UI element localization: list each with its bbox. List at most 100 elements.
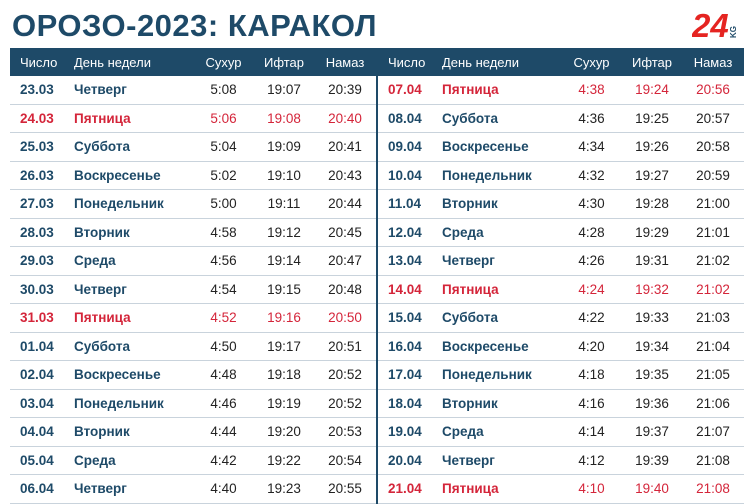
table-row: 12.04 Среда 4:28 19:29 21:01 bbox=[378, 218, 744, 247]
header-day: День недели bbox=[74, 48, 193, 76]
cell-iftar: 19:08 bbox=[254, 104, 314, 133]
cell-day: Суббота bbox=[442, 104, 561, 133]
cell-namaz: 20:50 bbox=[314, 303, 376, 333]
cell-day: Воскресенье bbox=[442, 132, 561, 162]
cell-namaz: 20:54 bbox=[314, 446, 376, 475]
cell-suhur: 4:18 bbox=[561, 360, 622, 390]
table-row: 25.03 Суббота 5:04 19:09 20:41 bbox=[10, 132, 376, 162]
table-row: 02.04 Воскресенье 4:48 19:18 20:52 bbox=[10, 360, 376, 390]
cell-day: Воскресенье bbox=[74, 360, 193, 390]
cell-suhur: 5:04 bbox=[193, 132, 254, 162]
cell-day: Суббота bbox=[74, 332, 193, 361]
cell-namaz: 20:41 bbox=[314, 132, 376, 162]
cell-suhur: 4:40 bbox=[193, 474, 254, 504]
cell-day: Суббота bbox=[74, 132, 193, 162]
cell-iftar: 19:25 bbox=[622, 104, 682, 133]
cell-date: 07.04 bbox=[378, 76, 442, 105]
cell-date: 14.04 bbox=[378, 275, 442, 304]
cell-suhur: 4:36 bbox=[561, 104, 622, 133]
table-row: 05.04 Среда 4:42 19:22 20:54 bbox=[10, 446, 376, 475]
cell-day: Четверг bbox=[74, 275, 193, 304]
cell-iftar: 19:36 bbox=[622, 389, 682, 418]
cell-date: 02.04 bbox=[10, 360, 74, 390]
cell-suhur: 4:16 bbox=[561, 389, 622, 418]
cell-day: Среда bbox=[442, 218, 561, 247]
cell-iftar: 19:18 bbox=[254, 360, 314, 390]
cell-date: 30.03 bbox=[10, 275, 74, 304]
cell-namaz: 20:52 bbox=[314, 360, 376, 390]
cell-day: Четверг bbox=[442, 246, 561, 276]
cell-iftar: 19:34 bbox=[622, 332, 682, 361]
cell-iftar: 19:35 bbox=[622, 360, 682, 390]
cell-iftar: 19:10 bbox=[254, 161, 314, 190]
cell-day: Понедельник bbox=[74, 389, 193, 418]
header-suhur: Сухур bbox=[193, 48, 254, 76]
schedule-table-left: Число День недели Сухур Ифтар Намаз 23.0… bbox=[10, 48, 376, 504]
table-row: 14.04 Пятница 4:24 19:32 21:02 bbox=[378, 275, 744, 304]
table-row: 18.04 Вторник 4:16 19:36 21:06 bbox=[378, 389, 744, 418]
24kg-logo: 24 KG bbox=[692, 8, 738, 42]
cell-date: 06.04 bbox=[10, 474, 74, 504]
cell-day: Пятница bbox=[74, 303, 193, 333]
cell-iftar: 19:17 bbox=[254, 332, 314, 361]
cell-day: Суббота bbox=[442, 303, 561, 333]
header-date: Число bbox=[378, 48, 442, 76]
cell-date: 08.04 bbox=[378, 104, 442, 133]
table-row: 26.03 Воскресенье 5:02 19:10 20:43 bbox=[10, 161, 376, 190]
header-row: Число День недели Сухур Ифтар Намаз bbox=[10, 48, 376, 76]
cell-suhur: 4:32 bbox=[561, 161, 622, 190]
cell-namaz: 21:06 bbox=[682, 389, 744, 418]
cell-iftar: 19:14 bbox=[254, 246, 314, 276]
cell-suhur: 4:52 bbox=[193, 303, 254, 333]
cell-namaz: 20:53 bbox=[314, 417, 376, 447]
cell-date: 17.04 bbox=[378, 360, 442, 390]
cell-suhur: 5:00 bbox=[193, 189, 254, 219]
cell-iftar: 19:20 bbox=[254, 417, 314, 447]
table-row: 30.03 Четверг 4:54 19:15 20:48 bbox=[10, 275, 376, 304]
cell-suhur: 4:10 bbox=[561, 474, 622, 504]
cell-namaz: 20:44 bbox=[314, 189, 376, 219]
cell-date: 16.04 bbox=[378, 332, 442, 361]
header-namaz: Намаз bbox=[682, 48, 744, 76]
cell-day: Вторник bbox=[442, 389, 561, 418]
cell-namaz: 20:51 bbox=[314, 332, 376, 361]
cell-day: Понедельник bbox=[442, 161, 561, 190]
cell-date: 23.03 bbox=[10, 76, 74, 105]
cell-iftar: 19:33 bbox=[622, 303, 682, 333]
table-row: 16.04 Воскресенье 4:20 19:34 21:04 bbox=[378, 332, 744, 361]
cell-day: Вторник bbox=[74, 417, 193, 447]
cell-day: Пятница bbox=[74, 104, 193, 133]
cell-day: Пятница bbox=[442, 474, 561, 504]
table-row: 04.04 Вторник 4:44 19:20 20:53 bbox=[10, 417, 376, 447]
table-row: 31.03 Пятница 4:52 19:16 20:50 bbox=[10, 303, 376, 333]
cell-suhur: 4:30 bbox=[561, 189, 622, 219]
cell-iftar: 19:22 bbox=[254, 446, 314, 475]
cell-namaz: 21:05 bbox=[682, 360, 744, 390]
cell-suhur: 4:14 bbox=[561, 417, 622, 447]
cell-date: 26.03 bbox=[10, 161, 74, 190]
schedule-tables: Число День недели Сухур Ифтар Намаз 23.0… bbox=[10, 48, 744, 504]
cell-suhur: 4:44 bbox=[193, 417, 254, 447]
cell-date: 28.03 bbox=[10, 218, 74, 247]
cell-date: 25.03 bbox=[10, 132, 74, 162]
cell-iftar: 19:26 bbox=[622, 132, 682, 162]
cell-namaz: 21:01 bbox=[682, 218, 744, 247]
cell-date: 09.04 bbox=[378, 132, 442, 162]
cell-suhur: 4:26 bbox=[561, 246, 622, 276]
cell-iftar: 19:09 bbox=[254, 132, 314, 162]
table-row: 27.03 Понедельник 5:00 19:11 20:44 bbox=[10, 189, 376, 219]
cell-day: Пятница bbox=[442, 76, 561, 105]
cell-iftar: 19:31 bbox=[622, 246, 682, 276]
cell-iftar: 19:24 bbox=[622, 76, 682, 105]
header-day: День недели bbox=[442, 48, 561, 76]
cell-iftar: 19:15 bbox=[254, 275, 314, 304]
cell-iftar: 19:32 bbox=[622, 275, 682, 304]
header-iftar: Ифтар bbox=[622, 48, 682, 76]
cell-date: 19.04 bbox=[378, 417, 442, 447]
cell-namaz: 21:07 bbox=[682, 417, 744, 447]
table-row: 01.04 Суббота 4:50 19:17 20:51 bbox=[10, 332, 376, 361]
cell-date: 03.04 bbox=[10, 389, 74, 418]
cell-namaz: 21:08 bbox=[682, 446, 744, 475]
header-suhur: Сухур bbox=[561, 48, 622, 76]
cell-namaz: 21:04 bbox=[682, 332, 744, 361]
